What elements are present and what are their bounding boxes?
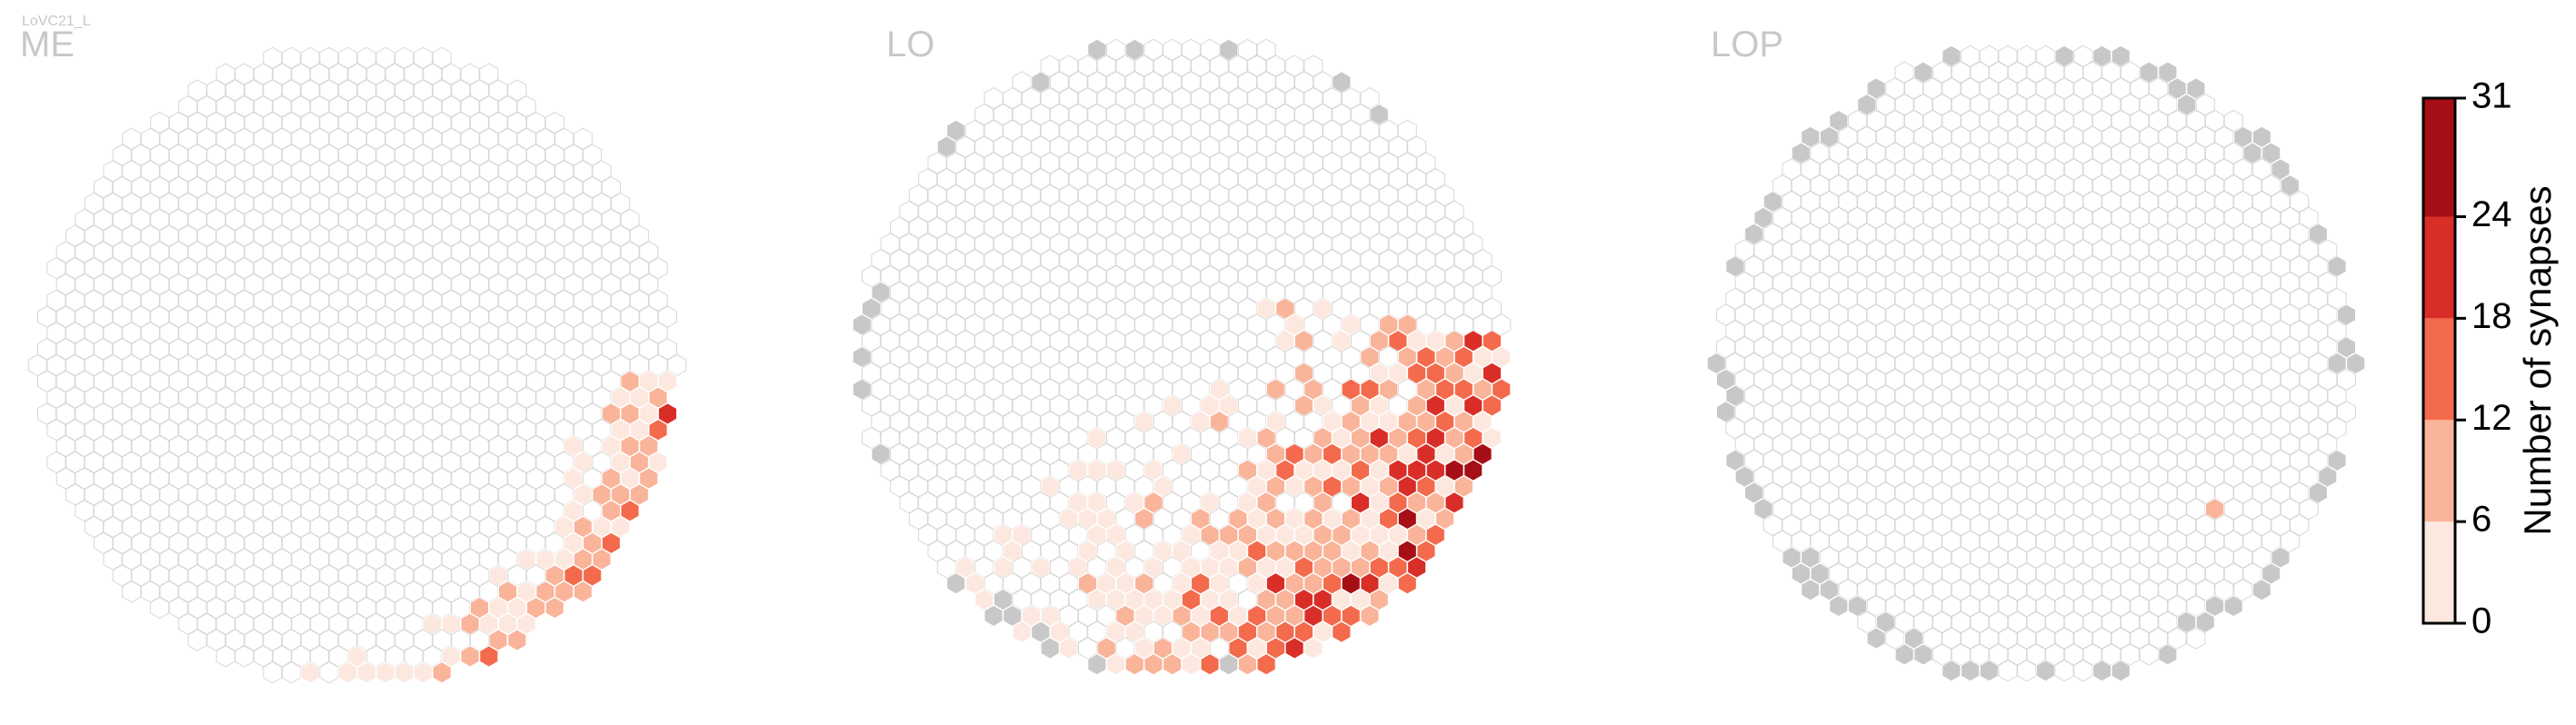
panel-title-lop: LOP [1711,25,1783,65]
colorbar-tick-label: 24 [2471,194,2512,234]
colorbar-tick-label: 6 [2471,500,2491,540]
colorbar-segment [2423,521,2455,623]
panel-title-me: ME [20,25,75,65]
colorbar-segment [2423,217,2455,319]
colorbar-label: Number of synapses [2516,185,2559,535]
panel-title-lo: LO [886,25,934,65]
colorbar-tick-label: 12 [2471,398,2512,438]
panel-me: ME [20,25,686,683]
colorbar-segment [2423,318,2455,420]
hex-grid-lo [853,39,1511,675]
colorbar-segment [2423,420,2455,521]
panel-lop: LOP [1707,25,2365,681]
colorbar-tick-label: 0 [2471,601,2491,641]
colorbar-ticks: 0 6 12 18 24 31 [2455,76,2512,641]
colorbar-segment [2423,98,2455,217]
colorbar-segments [2423,98,2455,623]
colorbar-tick-label: 18 [2471,296,2512,336]
hex-grid-lop [1707,45,2365,681]
hex-grid-me [28,47,686,683]
panel-lo: LO [853,25,1511,675]
colorbar: 0 6 12 18 24 31 Number of synapses [2423,76,2559,641]
colorbar-tick-label: 31 [2471,76,2512,116]
